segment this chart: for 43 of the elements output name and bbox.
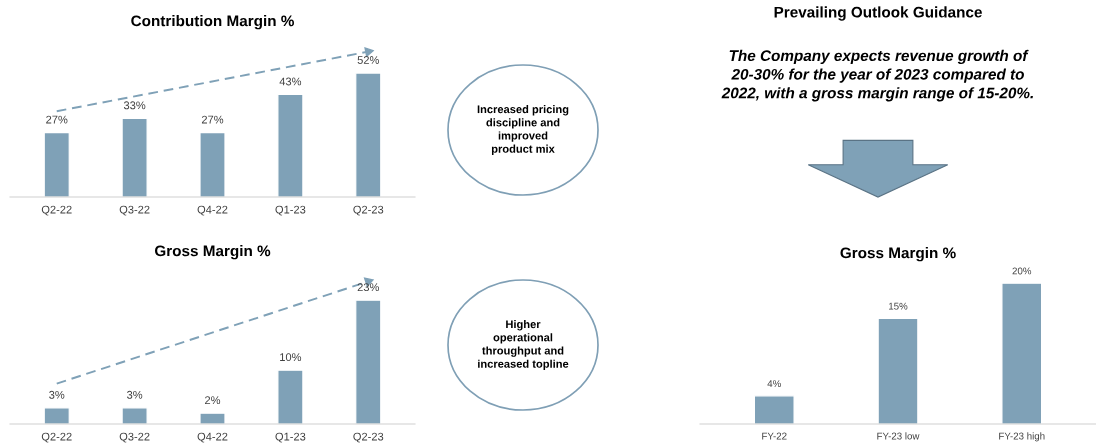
text: Increased pricing discipline and improved product mix [477,105,569,155]
data-label: 3% [127,390,143,399]
x-tick-label: Q3-22 [119,432,150,443]
bar [43,132,70,197]
bar [199,412,226,424]
x-tick-label: FY-23 low [877,432,920,440]
text: Higher operational throughput and increased topline [478,320,569,370]
x-tick-label: Q4-22 [197,432,228,443]
chart-title: Gross Margin % [840,247,956,262]
data-label: 10% [280,353,302,362]
data-label: 2% [205,396,221,405]
text: Prevailing Outlook Guidance [774,6,982,21]
data-label: 33% [123,101,146,110]
text: The Company expects revenue growth of 20-30% for the year of 2023 compared to 2022, with a gross margin range of 15-20%. [721,49,1033,102]
chart-title: Gross Margin % [154,245,271,260]
x-tick-label: Q1-23 [275,205,306,216]
data-label: 15% [889,302,908,310]
data-label: 43% [279,77,302,86]
x-tick-label: Q4-22 [197,205,228,216]
data-label: 27% [46,115,68,124]
bar [43,407,70,424]
data-label: 23% [357,283,379,292]
data-label: 4% [767,380,781,387]
bar [277,93,304,197]
bar [121,117,148,197]
x-tick-label: Q2-23 [353,205,384,216]
x-tick-label: FY-23 high [999,432,1045,442]
bar [355,299,382,424]
data-label: 52% [357,56,379,64]
data-label: 20% [1012,267,1032,275]
bar [277,369,304,424]
x-tick-label: Q2-22 [41,432,72,443]
data-label: 3% [49,390,65,399]
x-tick-label: Q2-23 [353,432,384,443]
x-tick-label: FY-22 [762,432,787,440]
bar [121,407,148,424]
data-label: 27% [201,115,224,124]
x-tick-label: Q3-22 [119,205,150,216]
bar [199,132,226,197]
bar [355,72,382,197]
chart-title: Contribution Margin % [131,15,294,30]
x-tick-label: Q1-23 [275,432,306,443]
x-tick-label: Q2-22 [41,205,72,216]
